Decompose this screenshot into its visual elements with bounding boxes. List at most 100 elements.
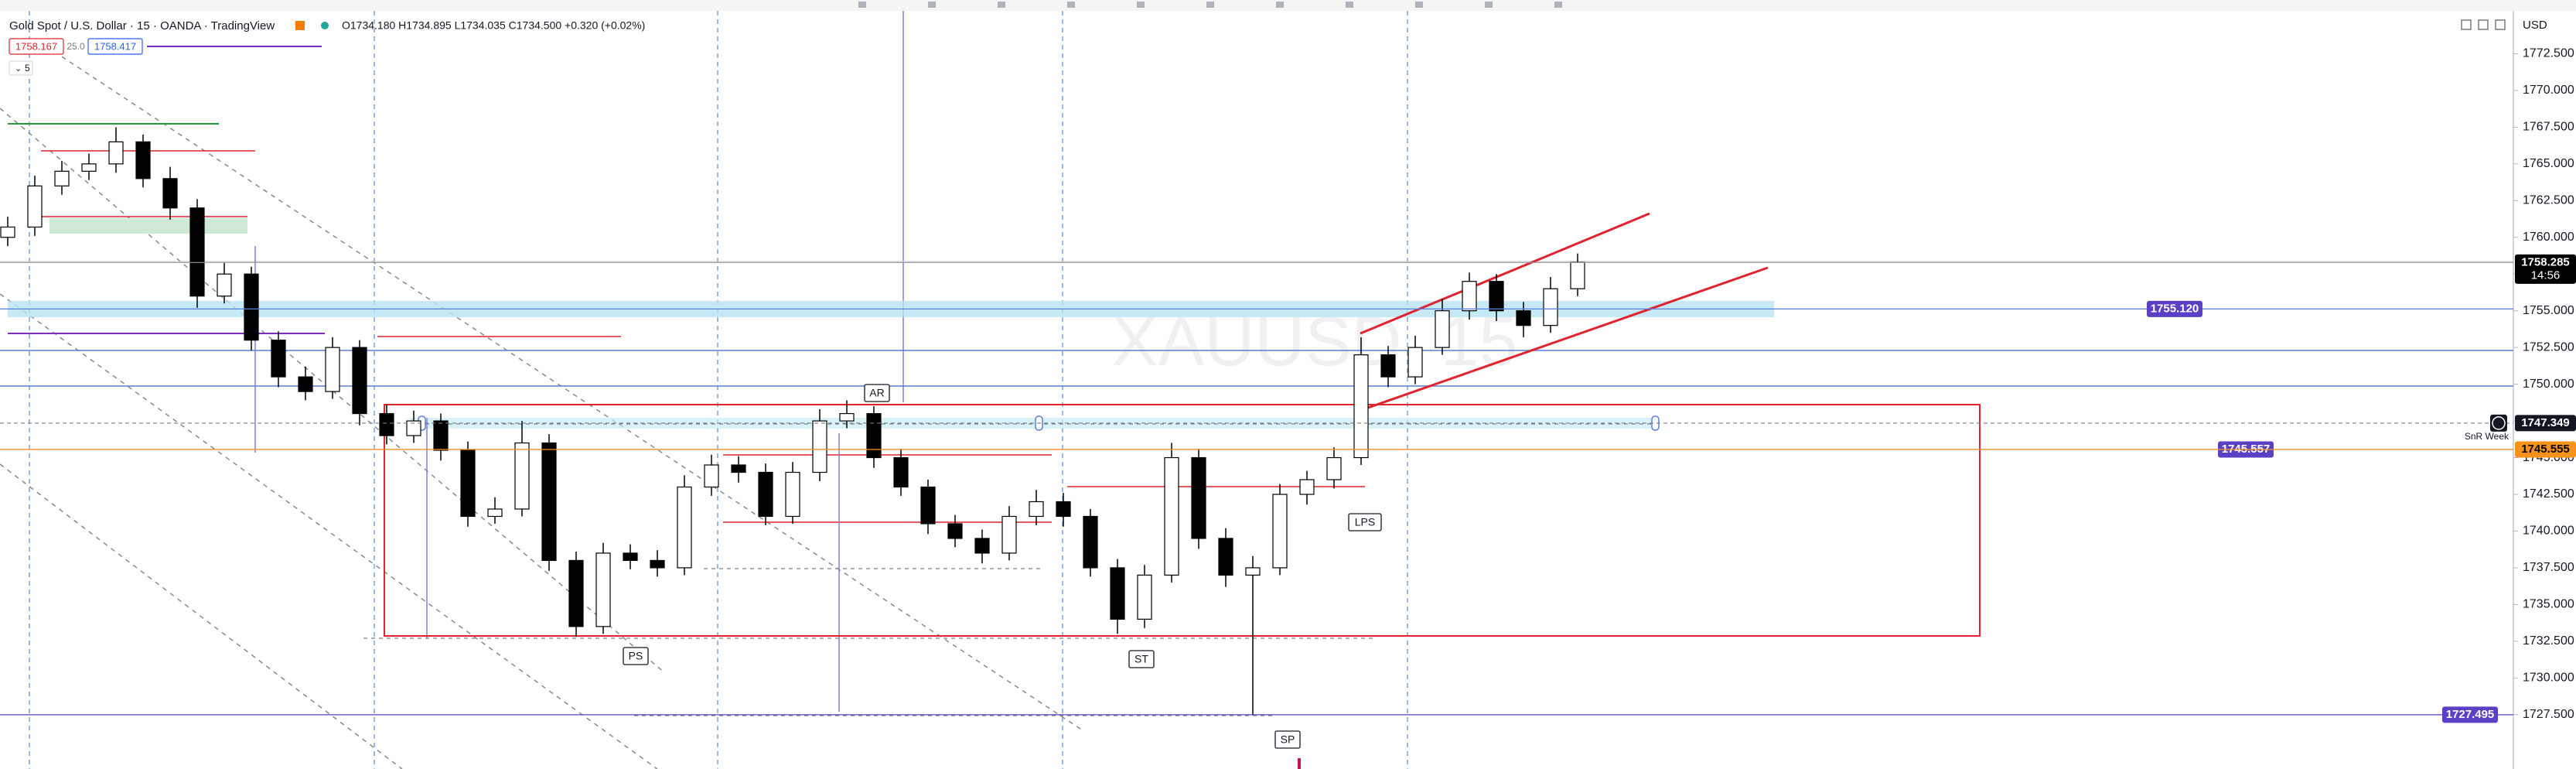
tool-icon[interactable]	[1346, 2, 1353, 8]
price-label: 1745.555	[2521, 443, 2570, 456]
candle-body	[487, 508, 503, 518]
status-dot	[321, 22, 329, 29]
price-label-sub: 14:56	[2531, 268, 2561, 282]
candle-body	[1543, 288, 1558, 326]
candle-body	[135, 141, 151, 179]
candle-body	[785, 471, 800, 518]
candle-body	[1137, 574, 1152, 620]
candle-body	[1462, 281, 1477, 312]
tool-icon[interactable]	[1137, 2, 1145, 8]
price-label-box	[2515, 415, 2576, 432]
toolbar	[0, 0, 2576, 11]
candle-body	[514, 442, 530, 510]
candle-body	[650, 559, 665, 569]
candle-body	[595, 552, 611, 627]
candle-body	[271, 340, 286, 378]
axis-button[interactable]	[2478, 19, 2489, 30]
candle-body	[1516, 310, 1531, 326]
flag-icon[interactable]	[295, 21, 305, 30]
y-tick-label: 1730.000	[2523, 672, 2574, 685]
tool-icon[interactable]	[1415, 2, 1423, 8]
buy-button[interactable]	[87, 38, 143, 55]
annotation-label: PS	[629, 650, 643, 662]
candle-body	[568, 559, 584, 627]
demand-zone	[49, 218, 247, 234]
y-tick-label: 1772.500	[2523, 47, 2574, 60]
candle-body	[1272, 494, 1288, 569]
candle-body	[1056, 501, 1071, 518]
tool-icon[interactable]	[1067, 2, 1075, 8]
price-label: 1755.120	[2151, 302, 2199, 315]
tool-icon[interactable]	[1485, 2, 1493, 8]
sell-button[interactable]	[9, 38, 64, 55]
y-tick-label: 1762.500	[2523, 194, 2574, 207]
candle-body	[352, 347, 367, 415]
ohlc: O1734.180 H1734.895 L1734.035 C1734.500 …	[342, 19, 645, 32]
tool-icon[interactable]	[928, 2, 936, 8]
rising-channel	[1360, 212, 1769, 409]
candle-body	[920, 486, 936, 525]
y-tick-label: 1767.500	[2523, 121, 2574, 134]
annotation-label: AR	[869, 387, 884, 399]
candle-body	[974, 538, 990, 554]
axis-controls	[2461, 19, 2506, 30]
price-label-box	[2515, 441, 2576, 458]
candle-body	[81, 163, 97, 172]
candle-body	[1110, 567, 1125, 620]
toolbar-icons	[858, 2, 1562, 8]
candle-body	[1029, 501, 1044, 518]
candle-body	[108, 141, 124, 165]
indicators-toggle[interactable]	[9, 60, 33, 76]
candle-body	[433, 420, 449, 451]
y-tick-label: 1755.000	[2523, 304, 2574, 317]
candle-body	[866, 412, 882, 459]
candle-body	[1218, 538, 1233, 576]
candle-body	[1326, 456, 1342, 480]
tool-icon[interactable]	[1206, 2, 1214, 8]
candle-body	[298, 376, 313, 392]
y-tick-label: 1727.500	[2523, 708, 2574, 721]
y-tick-label: 1737.500	[2523, 561, 2574, 574]
candle-body	[1245, 567, 1261, 576]
candle-body	[1191, 456, 1206, 539]
price-label: 1758.285	[2521, 255, 2570, 268]
axis-button[interactable]	[2495, 19, 2506, 30]
candle-body	[460, 449, 476, 518]
y-tick-label: 1765.000	[2523, 157, 2574, 170]
price-label: 1727.495	[2446, 708, 2495, 721]
annotation-box	[864, 384, 890, 402]
tool-icon[interactable]	[998, 2, 1005, 8]
session-lines	[29, 11, 1408, 769]
level-name: SnR Week	[2465, 431, 2509, 442]
candle-body	[893, 456, 909, 488]
crosshair-plus[interactable]	[2492, 416, 2506, 430]
candle-body	[406, 420, 421, 436]
axis-button[interactable]	[2461, 19, 2472, 30]
channel-line	[1360, 212, 1650, 335]
candle-body	[54, 170, 70, 186]
trading-range-box	[384, 404, 1981, 637]
annotations: AR PS ST SP LPS	[623, 384, 1382, 769]
candle-body	[325, 347, 340, 392]
candle-body	[1380, 354, 1396, 378]
candle-body	[731, 464, 746, 473]
candle-body	[1164, 456, 1179, 576]
candle-body	[1407, 347, 1423, 378]
annotation-box	[1274, 730, 1301, 749]
tool-icon[interactable]	[1554, 2, 1562, 8]
buy-price: 1758.417	[94, 40, 136, 52]
symbol-title: Gold Spot / U.S. Dollar · 15 · OANDA · T…	[9, 19, 275, 32]
candle-body	[758, 471, 773, 518]
y-tick-label: 1750.000	[2523, 378, 2574, 391]
candle-body	[217, 273, 232, 297]
currency[interactable]: USD	[2523, 19, 2547, 32]
candle-body	[1489, 281, 1504, 312]
candle-body	[704, 464, 719, 488]
candle-body	[1299, 479, 1315, 495]
tool-icon[interactable]	[1276, 2, 1284, 8]
y-tick-label: 1740.000	[2523, 525, 2574, 538]
tool-icon[interactable]	[858, 2, 866, 8]
